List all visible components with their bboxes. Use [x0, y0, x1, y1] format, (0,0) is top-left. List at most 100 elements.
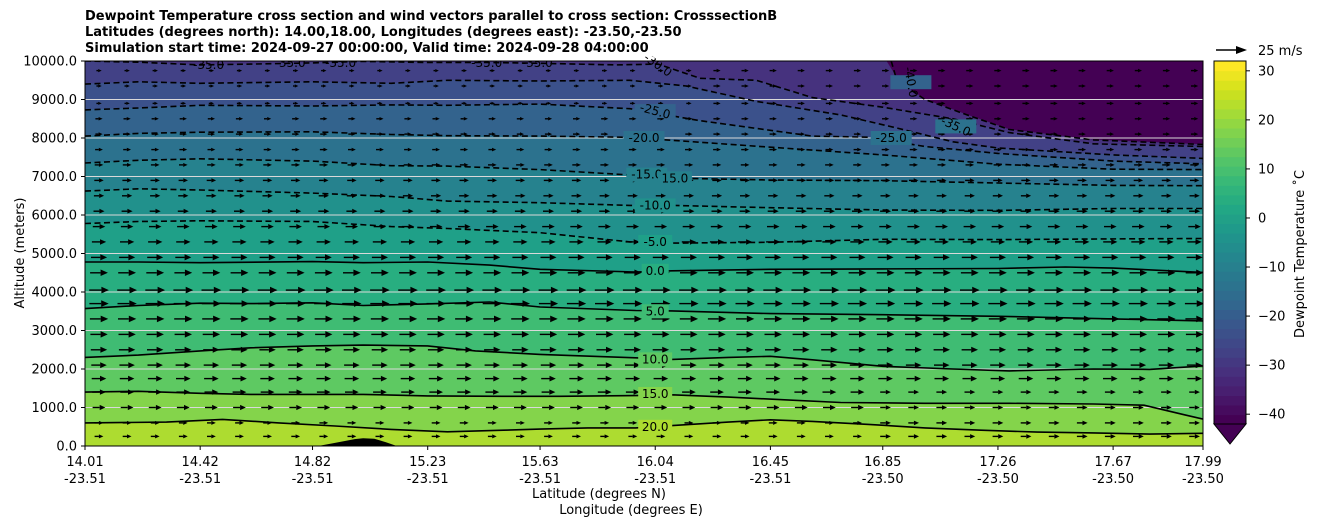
wind-vector-head: [267, 420, 272, 425]
wind-vector-head: [830, 404, 836, 411]
wind-vector-head: [969, 101, 974, 106]
wind-vector-head: [547, 84, 552, 88]
x-tick-label-lat: 16.45: [752, 455, 789, 470]
wind-vector-head: [182, 117, 187, 121]
wind-vector-head: [435, 69, 439, 73]
wind-vector-head: [885, 193, 891, 198]
wind-vector-head: [522, 269, 530, 276]
contour-label: -35.0: [275, 56, 306, 70]
wind-vector-head: [549, 404, 555, 411]
wind-vector-head: [605, 239, 612, 245]
wind-vector-head: [971, 362, 978, 369]
wind-vector-head: [266, 101, 271, 105]
wind-vector-head: [578, 300, 587, 307]
wind-vector-head: [547, 101, 552, 105]
wind-vector-head: [943, 346, 950, 353]
y-tick-label: 9000.0: [32, 93, 78, 108]
wind-vector-head: [747, 286, 755, 294]
wind-vector-head: [829, 434, 834, 439]
wind-vector-head: [492, 208, 498, 214]
wind-vector-head: [1109, 84, 1114, 88]
wind-vector-head: [352, 404, 359, 411]
wind-vector-head: [915, 269, 923, 276]
wind-vector-head: [351, 117, 356, 121]
wind-vector-head: [1139, 224, 1145, 230]
dewpoint-contour-lines: [85, 61, 1203, 435]
wind-vector-head: [1140, 315, 1148, 323]
wind-vector-head: [970, 405, 976, 410]
wind-vector-head: [464, 434, 469, 439]
wind-vector-head: [970, 420, 976, 426]
wind-vector-head: [1082, 405, 1088, 410]
wind-vector-head: [185, 315, 193, 323]
wind-vector-head: [632, 434, 638, 439]
wind-vector-head: [408, 208, 414, 214]
wind-vector-head: [491, 117, 496, 121]
wind-vector-head: [407, 434, 413, 439]
wind-vector-head: [717, 389, 724, 395]
wind-vector-head: [1055, 254, 1063, 261]
colorbar-segment: [1214, 194, 1246, 205]
wind-vector-head: [576, 147, 581, 152]
wind-vector-head: [1194, 132, 1199, 136]
wind-vector-head: [716, 420, 722, 425]
wind-vector-head: [913, 193, 919, 198]
wind-vector-head: [999, 346, 1007, 353]
wind-vector-head: [718, 315, 727, 323]
wind-vector-head: [660, 434, 666, 439]
wind-vector-head: [941, 193, 947, 198]
wind-vector-head: [604, 132, 609, 136]
wind-vector-head: [154, 101, 158, 105]
wind-vector-head: [885, 117, 890, 121]
wind-vector-head: [437, 269, 445, 276]
wind-vector-head: [352, 389, 359, 395]
wind-vector-head: [1026, 420, 1032, 426]
wind-vector-head: [690, 346, 698, 353]
wind-vector-head: [1083, 254, 1091, 261]
wind-vector-head: [999, 362, 1006, 369]
wind-vector-head: [663, 286, 671, 294]
wind-vector-head: [831, 269, 839, 276]
wind-vector-head: [127, 193, 133, 198]
wind-vector-head: [1083, 331, 1091, 338]
wind-vector-head: [746, 315, 755, 323]
wind-vector-head: [269, 269, 277, 276]
wind-vector-head: [1110, 224, 1117, 230]
colorbar-segment: [1214, 299, 1246, 310]
contour-label-bg: [634, 104, 676, 119]
wind-vector-head: [1025, 132, 1030, 136]
contour-label: -35.0: [325, 56, 356, 70]
wind-vector-head: [772, 101, 777, 106]
wind-vector-head: [98, 163, 104, 167]
wind-vector-head: [491, 101, 495, 105]
wind-vector-head: [773, 404, 780, 411]
wind-vector-head: [548, 117, 553, 121]
wind-vector-head: [857, 193, 863, 198]
wind-vector-head: [859, 315, 867, 323]
wind-vector-head: [998, 224, 1005, 230]
wind-vector-head: [184, 346, 192, 353]
wind-vector-head: [577, 224, 583, 230]
contour-line--30: [85, 79, 1203, 160]
wind-vector-head: [267, 147, 272, 152]
wind-vector-head: [998, 178, 1003, 183]
colorbar-segment: [1214, 118, 1246, 129]
wind-vector-head: [521, 404, 527, 411]
wind-vector-head: [717, 224, 724, 230]
wind-vector-head: [1168, 331, 1176, 338]
wind-vector-head: [493, 362, 500, 369]
wind-vector-head: [1083, 346, 1091, 353]
wind-vector-head: [942, 420, 948, 426]
x-tick-label-lon: -23.50: [1092, 472, 1134, 487]
wind-vector-head: [577, 389, 584, 395]
wind-vector-head: [576, 178, 582, 183]
wind-vector-head: [212, 389, 219, 395]
wind-vector-head: [1195, 346, 1203, 353]
wind-vector-head: [239, 163, 244, 167]
contour-label-bg: [935, 119, 977, 134]
wind-vector-head: [1056, 286, 1064, 294]
wind-vector-head: [491, 132, 496, 136]
wind-vector-head: [1056, 300, 1064, 307]
wind-vector-head: [548, 178, 554, 183]
wind-vector-head: [577, 375, 584, 382]
